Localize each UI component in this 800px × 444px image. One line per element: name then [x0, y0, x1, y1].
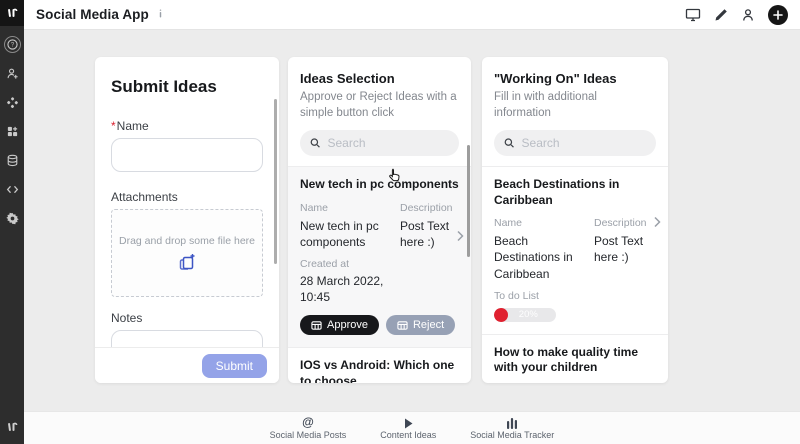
working-search — [494, 130, 656, 157]
at-icon: @ — [302, 415, 314, 429]
info-icon[interactable] — [156, 8, 165, 21]
board-icon — [311, 320, 322, 330]
components-icon[interactable] — [3, 93, 21, 111]
scrollbar-thumb[interactable] — [274, 99, 277, 264]
search-icon — [504, 138, 514, 148]
tab-social-media-tracker[interactable]: Social Media Tracker — [470, 416, 554, 440]
app-logo[interactable] — [0, 0, 24, 26]
progress-bar: 20% — [494, 307, 556, 322]
required-asterisk: * — [111, 119, 116, 133]
name-input[interactable] — [111, 138, 263, 172]
code-icon[interactable] — [3, 180, 21, 198]
chevron-right-icon[interactable] — [653, 215, 661, 233]
dropzone-text: Drag and drop some file here — [119, 234, 255, 247]
submit-ideas-panel: Submit Ideas *Name Attachments Drag and … — [95, 57, 279, 383]
description-label: Description — [400, 201, 453, 214]
name-value: New tech in pc components — [300, 218, 379, 249]
notes-label: Notes — [111, 311, 143, 325]
settings-icon[interactable] — [3, 209, 21, 227]
card-title: How to make quality time with your child… — [494, 344, 639, 375]
user-icon[interactable] — [741, 8, 755, 22]
board-icon — [397, 320, 408, 330]
name-label: Name — [300, 201, 329, 214]
selection-panel-title: Ideas Selection — [300, 71, 395, 86]
card-title: Beach Destinations in Caribbean — [494, 177, 620, 207]
attachments-label: Attachments — [111, 190, 178, 204]
database-icon[interactable] — [3, 151, 21, 169]
description-value: Post Text here :) — [400, 218, 450, 249]
ideas-selection-panel: Ideas Selection Approve or Reject Ideas … — [288, 57, 471, 383]
add-icon[interactable] — [768, 4, 788, 25]
submit-button[interactable]: Submit — [201, 353, 267, 378]
submit-footer: Submit — [95, 347, 279, 383]
logo-icon — [8, 8, 18, 17]
chevron-right-icon[interactable] — [456, 229, 464, 247]
left-sidebar: ? — [0, 0, 24, 444]
top-bar: Social Media App — [24, 0, 800, 30]
name-value: Beach Destinations in Caribbean — [494, 234, 573, 281]
logo-bottom-icon[interactable] — [3, 418, 21, 436]
add-user-icon[interactable] — [3, 64, 21, 82]
tab-content-ideas[interactable]: Content Ideas — [380, 416, 436, 440]
name-label: *Name — [111, 119, 149, 133]
submit-panel-title: Submit Ideas — [111, 77, 217, 96]
bottom-tab-bar: @ Social Media Posts Content Ideas Socia… — [24, 411, 800, 444]
tab-label: Social Media Tracker — [470, 430, 555, 440]
selection-search — [300, 130, 459, 157]
file-plus-icon — [179, 253, 194, 270]
file-dropzone[interactable]: Drag and drop some file here — [111, 209, 263, 297]
edit-icon[interactable] — [714, 8, 728, 22]
approve-button[interactable]: Approve — [300, 315, 379, 336]
search-input[interactable] — [521, 136, 646, 151]
page-title: Social Media App — [36, 7, 149, 22]
progress-fill — [494, 307, 508, 322]
tab-social-media-posts[interactable]: @ Social Media Posts — [269, 415, 347, 441]
svg-text:?: ? — [10, 43, 14, 49]
search-icon — [310, 138, 320, 148]
created-at-value: 28 March 2022, 10:45 — [300, 274, 384, 304]
search-input[interactable] — [327, 136, 449, 151]
scrollbar-thumb[interactable] — [467, 145, 470, 257]
progress-label: 20% — [518, 308, 538, 320]
card-title: IOS vs Android: Which one to choose — [300, 358, 455, 383]
working-card[interactable]: Beach Destinations in Caribbean Name Bea… — [482, 166, 668, 334]
description-label: Description — [594, 217, 647, 230]
working-panel-subtitle: Fill in with additional information — [494, 91, 597, 119]
todo-list-label: To do List — [494, 289, 539, 302]
working-panel-title: "Working On" Ideas — [494, 71, 617, 86]
tab-label: Social Media Posts — [269, 430, 347, 440]
tab-label: Content Ideas — [380, 430, 437, 440]
monitor-icon[interactable] — [685, 8, 701, 22]
created-at-label: Created at — [300, 258, 350, 270]
description-value: Post Text here :) — [594, 234, 644, 265]
working-on-panel: "Working On" Ideas Fill in with addition… — [482, 57, 668, 383]
bar-chart-icon — [506, 416, 518, 429]
idea-card[interactable]: IOS vs Android: Which one to choose Name… — [288, 347, 471, 383]
blocks-icon[interactable] — [3, 122, 21, 140]
selection-panel-subtitle: Approve or Reject Ideas with a simple bu… — [300, 91, 457, 119]
help-icon[interactable]: ? — [3, 36, 21, 53]
name-label: Name — [494, 217, 523, 230]
idea-card[interactable]: New tech in pc components Name New tech … — [288, 166, 471, 348]
card-title: New tech in pc components — [300, 177, 459, 192]
working-card[interactable]: How to make quality time with your child… — [482, 333, 668, 383]
reject-button[interactable]: Reject — [385, 315, 456, 336]
play-icon — [404, 416, 413, 429]
